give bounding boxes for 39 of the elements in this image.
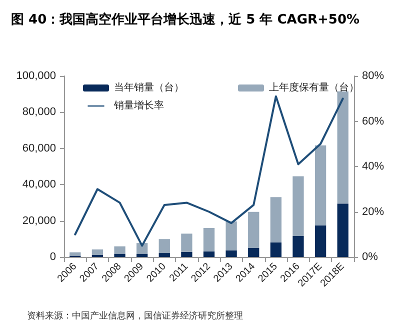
line-series: [74, 95, 344, 247]
y-tick-label: 60,000: [22, 142, 56, 154]
bar: [270, 242, 282, 257]
bar: [114, 254, 126, 257]
bar: [292, 176, 304, 236]
bar: [314, 145, 326, 226]
y2-tick-label: 0%: [362, 251, 378, 263]
y2-tick-label: 20%: [362, 206, 384, 218]
bar: [203, 251, 215, 257]
bar: [226, 221, 237, 250]
y-tick-label: 100,000: [16, 70, 56, 82]
y-tick-label: 80,000: [22, 106, 56, 118]
bar: [203, 228, 215, 252]
bar: [248, 212, 260, 248]
bar: [337, 91, 348, 204]
y2-tick-label: 80%: [362, 70, 384, 82]
bar: [136, 254, 148, 257]
bar: [158, 253, 170, 257]
y2-tick-label: 60%: [362, 115, 384, 128]
bar: [270, 197, 282, 242]
y-tick-label: 0: [50, 251, 56, 263]
bar: [114, 246, 126, 254]
text: 资料来源：中国产业信息网，国信证券经济研究所整理: [27, 310, 243, 322]
legend-label: 销量增长率: [113, 100, 164, 112]
bar: [158, 239, 170, 254]
bar: [248, 248, 260, 257]
legend-label: 上年度保有量（台）: [269, 82, 359, 94]
legend-label: 当年销量（台）: [114, 82, 184, 94]
bar: [226, 250, 237, 257]
bar: [181, 234, 192, 252]
bar: [292, 236, 304, 257]
bar: [181, 252, 192, 257]
bar: [92, 249, 104, 256]
bar: [314, 225, 326, 257]
chart-title: 图 40：我国高空作业平台增长迅速，近 5 年 CAGR+50%: [11, 12, 360, 28]
bar: [337, 204, 348, 257]
y-tick-label: 40,000: [22, 178, 56, 191]
y2-tick-label: 40%: [362, 160, 384, 172]
y-tick-label: 20,000: [22, 214, 56, 227]
